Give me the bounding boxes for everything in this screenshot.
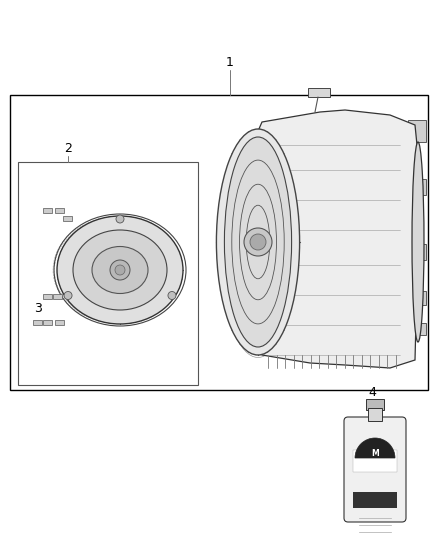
Ellipse shape [224, 137, 292, 347]
Bar [366, 399, 384, 410]
Bar [33, 320, 42, 325]
FancyBboxPatch shape [344, 417, 406, 522]
Bar [353, 450, 397, 472]
Ellipse shape [216, 129, 300, 355]
Ellipse shape [57, 216, 183, 324]
Bar [408, 323, 426, 335]
Circle shape [115, 265, 125, 275]
Bar [18, 162, 198, 385]
Circle shape [244, 228, 272, 256]
Text: 3: 3 [34, 302, 42, 314]
Circle shape [64, 292, 72, 300]
Text: 1: 1 [226, 55, 234, 69]
Bar [63, 216, 72, 221]
Circle shape [250, 234, 266, 250]
Wedge shape [355, 438, 395, 458]
Bar [408, 120, 426, 142]
Bar [43, 208, 52, 213]
Bar [408, 244, 426, 260]
Bar [308, 88, 330, 97]
Polygon shape [76, 258, 168, 282]
Circle shape [168, 292, 176, 300]
Bar [10, 95, 428, 390]
Polygon shape [255, 110, 420, 368]
Bar [55, 208, 64, 213]
Ellipse shape [92, 246, 148, 294]
Ellipse shape [412, 142, 424, 342]
Bar [353, 492, 397, 508]
Bar [408, 291, 426, 305]
Bar [408, 179, 426, 195]
Bar [55, 320, 64, 325]
Bar [43, 320, 52, 325]
Text: M: M [371, 448, 379, 457]
Bar [53, 294, 62, 299]
Bar [43, 294, 52, 299]
Text: 4: 4 [368, 386, 376, 400]
Circle shape [110, 260, 130, 280]
Ellipse shape [73, 230, 167, 310]
Text: 2: 2 [64, 141, 72, 155]
Bar [310, 213, 390, 235]
Circle shape [116, 215, 124, 223]
Bar [368, 408, 382, 421]
